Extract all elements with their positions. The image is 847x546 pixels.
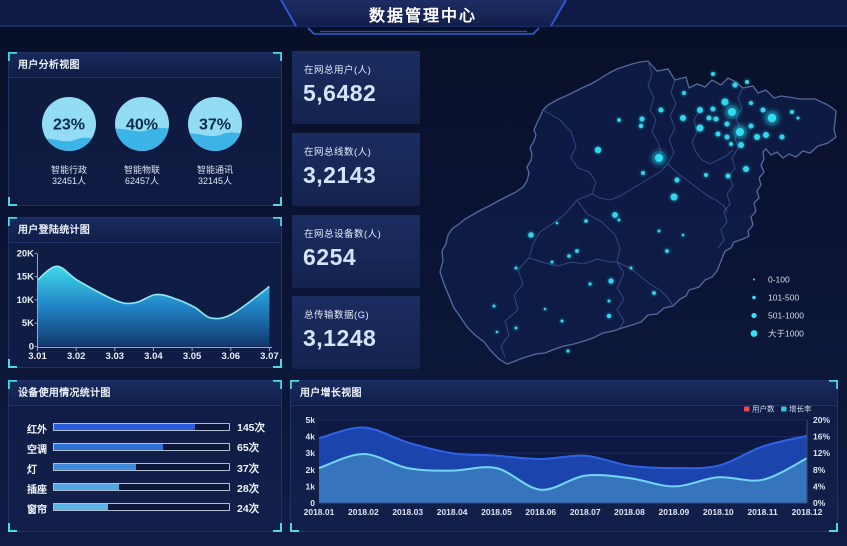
svg-text:20%: 20% [813,415,830,425]
svg-text:大于1000: 大于1000 [768,329,804,339]
svg-text:1k: 1k [306,481,316,491]
svg-text:8%: 8% [813,465,826,475]
svg-text:数据管理中心: 数据管理中心 [369,6,477,25]
svg-text:2018.07: 2018.07 [570,507,601,517]
svg-text:3.01: 3.01 [28,351,47,362]
svg-text:2018.10: 2018.10 [703,507,734,517]
svg-text:2018.08: 2018.08 [614,507,645,517]
svg-text:增长率: 增长率 [789,404,812,414]
svg-text:0%: 0% [813,498,826,508]
svg-text:3.05: 3.05 [183,351,202,362]
svg-text:5k: 5k [306,415,316,425]
svg-text:3.03: 3.03 [106,351,125,362]
svg-text:12%: 12% [813,448,830,458]
svg-text:4k: 4k [306,432,316,442]
svg-text:37%: 37% [199,117,231,134]
svg-text:3.06: 3.06 [222,351,241,362]
svg-text:2018.01: 2018.01 [304,507,335,517]
svg-text:20K: 20K [17,248,35,259]
svg-text:101-500: 101-500 [768,293,799,303]
svg-text:0: 0 [29,342,34,353]
svg-text:23%: 23% [53,117,85,134]
svg-text:10K: 10K [17,295,35,306]
svg-text:40%: 40% [126,117,158,134]
svg-text:0-100: 0-100 [768,275,790,285]
svg-text:4%: 4% [813,481,826,491]
svg-text:3k: 3k [306,448,316,458]
svg-text:2018.02: 2018.02 [348,507,379,517]
svg-text:2018.05: 2018.05 [481,507,512,517]
svg-text:2018.12: 2018.12 [792,507,823,517]
svg-text:2018.04: 2018.04 [437,507,468,517]
svg-text:2k: 2k [306,465,316,475]
svg-text:2018.09: 2018.09 [659,507,690,517]
svg-text:501-1000: 501-1000 [768,311,804,321]
svg-text:2018.06: 2018.06 [525,507,556,517]
svg-text:3.07: 3.07 [260,351,279,362]
svg-text:3.04: 3.04 [144,351,163,362]
svg-text:2018.03: 2018.03 [392,507,423,517]
svg-text:用户数: 用户数 [752,404,775,414]
svg-text:16%: 16% [813,432,830,442]
svg-text:3.02: 3.02 [67,351,86,362]
svg-text:0: 0 [310,498,315,508]
svg-text:15K: 15K [17,272,35,283]
svg-text:5K: 5K [22,318,34,329]
svg-text:2018.11: 2018.11 [747,507,778,517]
